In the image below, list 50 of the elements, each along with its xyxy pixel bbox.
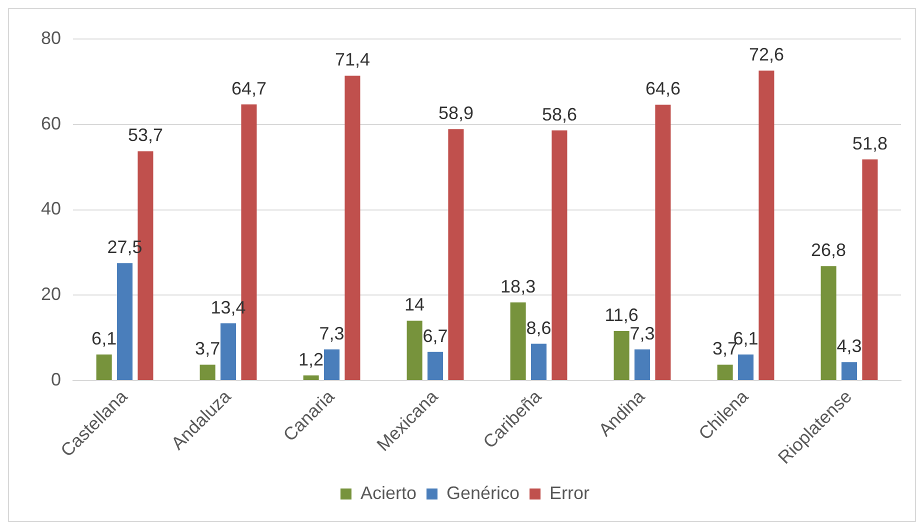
bar (820, 266, 836, 380)
bar (303, 375, 319, 380)
bar (448, 129, 464, 380)
y-tick-label: 60 (40, 113, 62, 134)
bar (96, 354, 112, 380)
y-tick-label: 80 (40, 28, 62, 48)
y-tick-label: 40 (40, 198, 62, 219)
legend-label: Genérico (446, 482, 520, 503)
bar (862, 159, 878, 380)
bar (200, 364, 216, 380)
data-label: 4,3 (836, 336, 862, 356)
bar (344, 76, 360, 380)
data-label: 53,7 (128, 125, 163, 146)
data-label: 6,7 (422, 326, 448, 346)
bar (655, 104, 671, 380)
data-label: 18,3 (500, 276, 536, 296)
bar (717, 364, 733, 380)
data-label: 58,9 (438, 103, 474, 124)
data-label: 1,2 (298, 349, 324, 370)
legend-label: Error (550, 482, 590, 503)
data-label: 71,4 (334, 50, 370, 70)
y-tick-label: 0 (51, 369, 62, 390)
data-label: 11,6 (604, 304, 638, 325)
data-label: 7,3 (630, 323, 655, 344)
y-tick-label: 20 (40, 284, 62, 304)
data-label: 72,6 (748, 44, 784, 65)
bar (634, 349, 650, 380)
bar (614, 330, 630, 380)
data-label: 64,6 (645, 78, 680, 99)
bar (428, 352, 444, 380)
data-label: 64,7 (231, 78, 266, 98)
bar (324, 349, 340, 380)
data-label: 51,8 (852, 133, 888, 154)
data-label: 26,8 (811, 240, 846, 260)
legend-label: Acierto (360, 482, 416, 503)
bar (841, 362, 858, 380)
data-label: 6,1 (92, 328, 117, 348)
data-label: 8,6 (526, 318, 552, 338)
data-label: 3,7 (195, 338, 220, 359)
bar (758, 70, 774, 380)
bar (406, 320, 422, 380)
data-label: 58,6 (542, 104, 577, 124)
bar (552, 130, 568, 380)
bar (117, 263, 133, 380)
bar (220, 323, 236, 380)
bar (510, 302, 526, 380)
data-label: 7,3 (319, 323, 344, 344)
bar (530, 344, 547, 380)
data-label: 14 (404, 294, 425, 315)
bar (738, 354, 754, 380)
